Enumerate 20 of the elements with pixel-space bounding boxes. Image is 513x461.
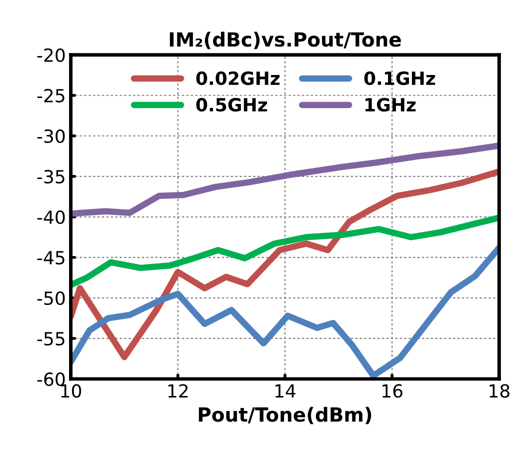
y-tick-label: -30 — [37, 129, 65, 143]
x-axis-title: Pout/Tone(dBm) — [198, 406, 372, 424]
x-tick-label: 14 — [275, 384, 296, 398]
x-tick-label: 10 — [61, 384, 82, 398]
legend-label: 0.5GHz — [196, 98, 267, 112]
y-tick-label: -55 — [37, 332, 64, 346]
y-tick-label: -20 — [37, 48, 65, 62]
y-tick-label: -25 — [37, 88, 64, 102]
y-tick-label: -45 — [37, 251, 64, 265]
y-tick-label: -50 — [37, 291, 65, 306]
y-tick-label: -35 — [37, 170, 64, 184]
legend-label: 1GHz — [366, 98, 416, 112]
x-tick-label: 18 — [490, 384, 510, 398]
x-tick-label: 12 — [168, 384, 188, 398]
x-tick-label: 16 — [382, 384, 402, 398]
y-tick-label: -40 — [37, 210, 65, 224]
legend-label: 0.1GHz — [364, 71, 436, 86]
chart-title: IM₂(dBc)vs.Pout/Tone — [170, 32, 401, 50]
y-tick-label: -60 — [37, 372, 65, 386]
legend-label: 0.02GHz — [196, 71, 280, 86]
